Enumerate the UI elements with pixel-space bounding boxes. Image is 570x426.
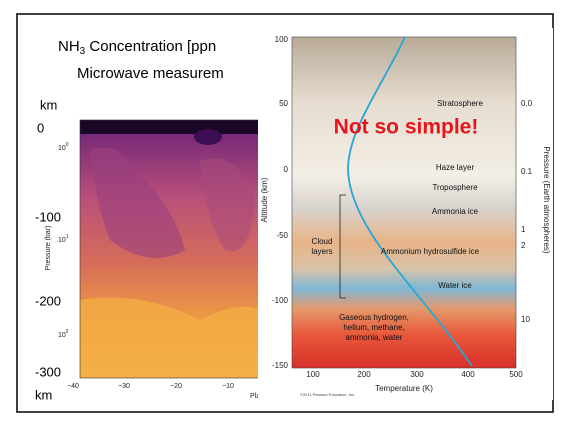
pressure-axis-label: Pressure (Earth atmospheres) — [542, 146, 551, 253]
pressure-tick: 0.0 — [521, 99, 533, 108]
km-label: 0 — [37, 120, 44, 135]
title-subscript: 3 — [80, 46, 86, 57]
plot-frame — [291, 36, 517, 369]
pressure-tick: 1 — [521, 225, 526, 234]
left-figure: 100 101 102 Pressure (bar) −40 −30 −20 −… — [45, 119, 270, 400]
pressure-tick: 10 — [521, 315, 530, 324]
heatmap-top — [80, 120, 260, 134]
y-tick: 50 — [279, 99, 288, 108]
y-tick: -150 — [272, 361, 289, 370]
callout: Not so simple! — [334, 116, 479, 139]
km-label: km — [40, 97, 57, 112]
x-tick: 300 — [410, 370, 424, 379]
pressure-tick: 101 — [58, 234, 69, 244]
right-figure: 100 50 0 -50 -100 -150 Altitude (km) 100… — [258, 28, 553, 400]
x-tick: −10 — [222, 383, 234, 390]
gas-label: Gaseous hydrogen, — [339, 313, 409, 322]
y-tick: -50 — [276, 231, 288, 240]
layer-label: Troposphere — [432, 183, 478, 192]
x-tick: −40 — [67, 383, 79, 390]
pressure-axis-label: Pressure (bar) — [45, 226, 52, 271]
cloud-bracket — [339, 194, 346, 299]
credit: ©2011 Pearson Education, Inc. — [300, 392, 355, 397]
tick-exp: 1 — [66, 234, 69, 240]
pressure-tick: 2 — [521, 241, 526, 250]
x-tick: 200 — [357, 370, 371, 379]
title-line1: NH3 Concentration [ppn — [58, 38, 216, 57]
x-axis-label: Temperature (K) — [375, 384, 433, 393]
gas-label: helium, methane, — [343, 323, 404, 332]
pressure-tick: 0.1 — [521, 167, 533, 176]
x-tick: −30 — [118, 383, 130, 390]
tick-base: 10 — [58, 237, 66, 244]
title-line2: Microwave measurem — [77, 65, 224, 82]
x-tick: 400 — [461, 370, 475, 379]
gas-label: ammonia, water — [346, 333, 403, 342]
cloud-label: Cloud — [312, 237, 333, 246]
km-label: -300 — [35, 364, 61, 379]
km-label: km — [35, 387, 52, 402]
title-text: Concentration [ppn — [85, 38, 216, 55]
tick-base: 10 — [58, 145, 66, 152]
tick-exp: 2 — [66, 329, 69, 335]
cloud-label: layers — [311, 247, 332, 256]
y-tick: 0 — [284, 165, 289, 174]
pressure-tick: 102 — [58, 329, 69, 339]
pressure-tick: 100 — [58, 142, 69, 152]
x-tick: 100 — [306, 370, 320, 379]
layer-label: Stratosphere — [437, 99, 483, 108]
layer-label: Ammonium hydrosulfide ice — [381, 247, 480, 256]
heatmap-region — [90, 147, 185, 258]
layer-label: Water ice — [438, 281, 472, 290]
layer-label: Ammonia ice — [432, 207, 479, 216]
heatmap-region — [200, 158, 255, 252]
layer-label: Haze layer — [436, 163, 475, 172]
y-axis-label: Altitude (km) — [260, 177, 269, 222]
temperature-curve — [347, 36, 473, 367]
x-tick: −20 — [170, 383, 182, 390]
km-label: -100 — [35, 209, 61, 224]
km-label: -200 — [35, 293, 61, 308]
heatmap-region — [194, 129, 222, 145]
y-tick: 100 — [275, 35, 289, 44]
heatmap-region — [80, 297, 260, 378]
x-tick: 500 — [509, 370, 523, 379]
tick-exp: 0 — [66, 142, 69, 148]
title-text: NH — [58, 38, 80, 55]
y-tick: -100 — [272, 296, 289, 305]
tick-base: 10 — [58, 332, 66, 339]
atmosphere — [292, 37, 516, 368]
